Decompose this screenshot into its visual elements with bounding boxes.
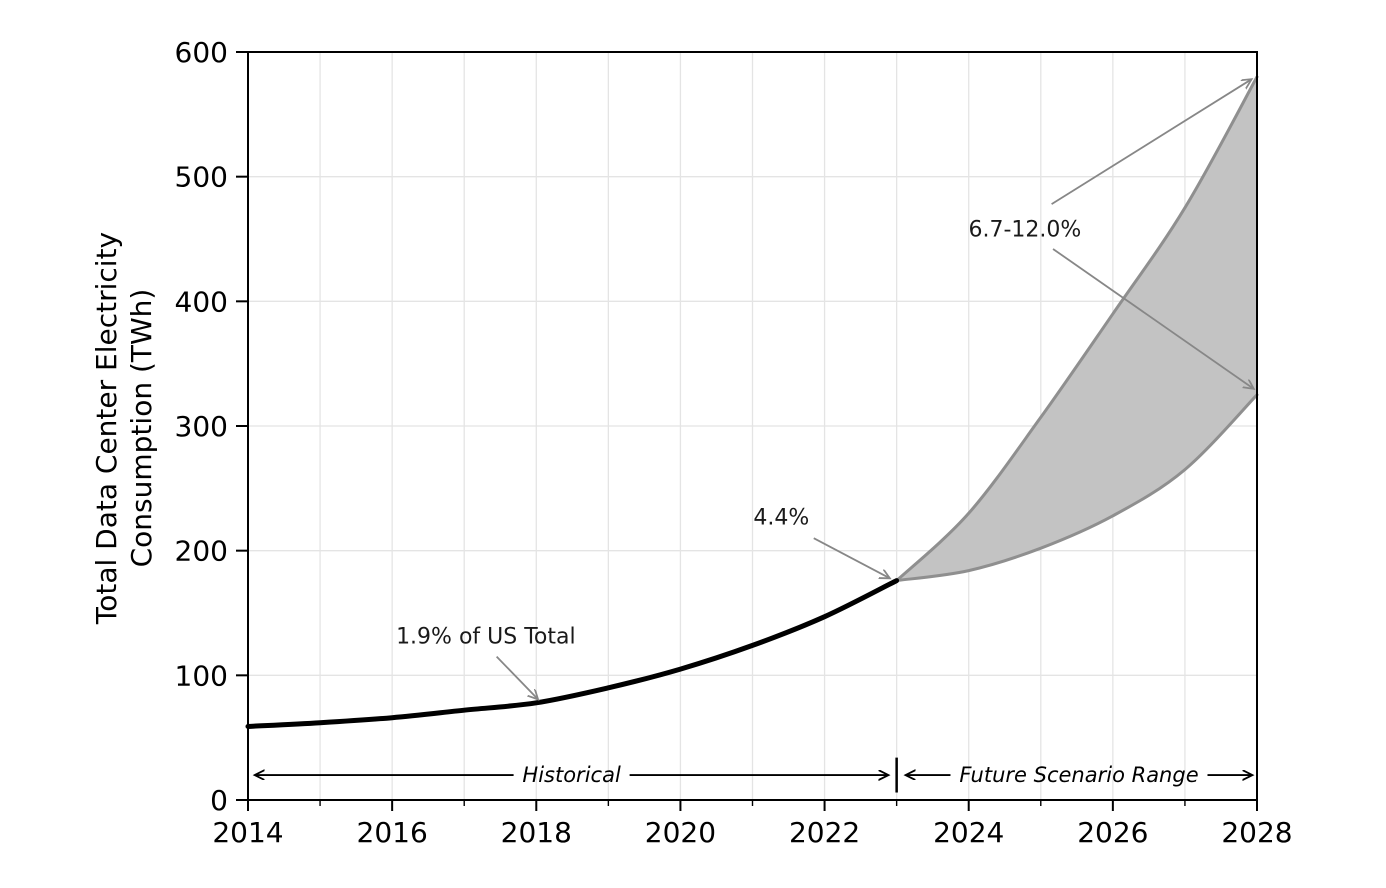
y-tick-label: 600 [175, 36, 228, 69]
scenario-lower-edge [895, 393, 1259, 583]
historical-span-label: Historical [522, 763, 621, 788]
annotation-arrow [813, 537, 890, 578]
annotation-4-4-percent: 4.4% [753, 505, 810, 531]
annotation-arrows [496, 79, 1254, 699]
x-tick-label: 2014 [212, 816, 283, 849]
span-arrows [255, 757, 1252, 793]
annotation-6-7-12-0-percent: 6.7-12.0% [968, 217, 1082, 243]
y-tick-label: 100 [175, 659, 228, 692]
x-tick-label: 2016 [357, 816, 428, 849]
y-axis-label: Total Data Center Electricity Consumptio… [89, 232, 159, 624]
annotation-arrow [1052, 248, 1253, 389]
x-tick-label: 2022 [789, 816, 860, 849]
historical-line [245, 578, 900, 729]
y-axis-label-line1: Total Data Center Electricity [90, 231, 123, 625]
annotation-arrow [1051, 79, 1252, 205]
x-tick-label: 2026 [1077, 816, 1148, 849]
future-scenario-band [895, 75, 1259, 583]
scenario-band-fill [896, 76, 1257, 581]
x-tick-label: 2020 [645, 816, 716, 849]
x-tick-label: 2018 [501, 816, 572, 849]
y-axis-label-line2: Consumption (TWh) [125, 288, 158, 568]
y-tick-label: 200 [175, 535, 228, 568]
annotation-1-9-percent-us-total: 1.9% of US Total [396, 624, 576, 650]
annotation-arrow [496, 656, 538, 699]
y-tick-label: 300 [175, 410, 228, 443]
future-scenario-range-span-label: Future Scenario Range [959, 763, 1199, 788]
x-tick-label: 2028 [1221, 816, 1292, 849]
x-tick-label: 2024 [933, 816, 1004, 849]
y-tick-label: 0 [210, 784, 228, 817]
y-tick-label: 400 [175, 285, 228, 318]
axis-ticks [236, 51, 1258, 811]
axis-tick-labels: 2014 2016 2018 2020 2022 2024 2026 2028 0 100 200 3… [175, 36, 1293, 849]
y-tick-label: 500 [175, 161, 228, 194]
scenario-upper-edge [895, 75, 1259, 583]
